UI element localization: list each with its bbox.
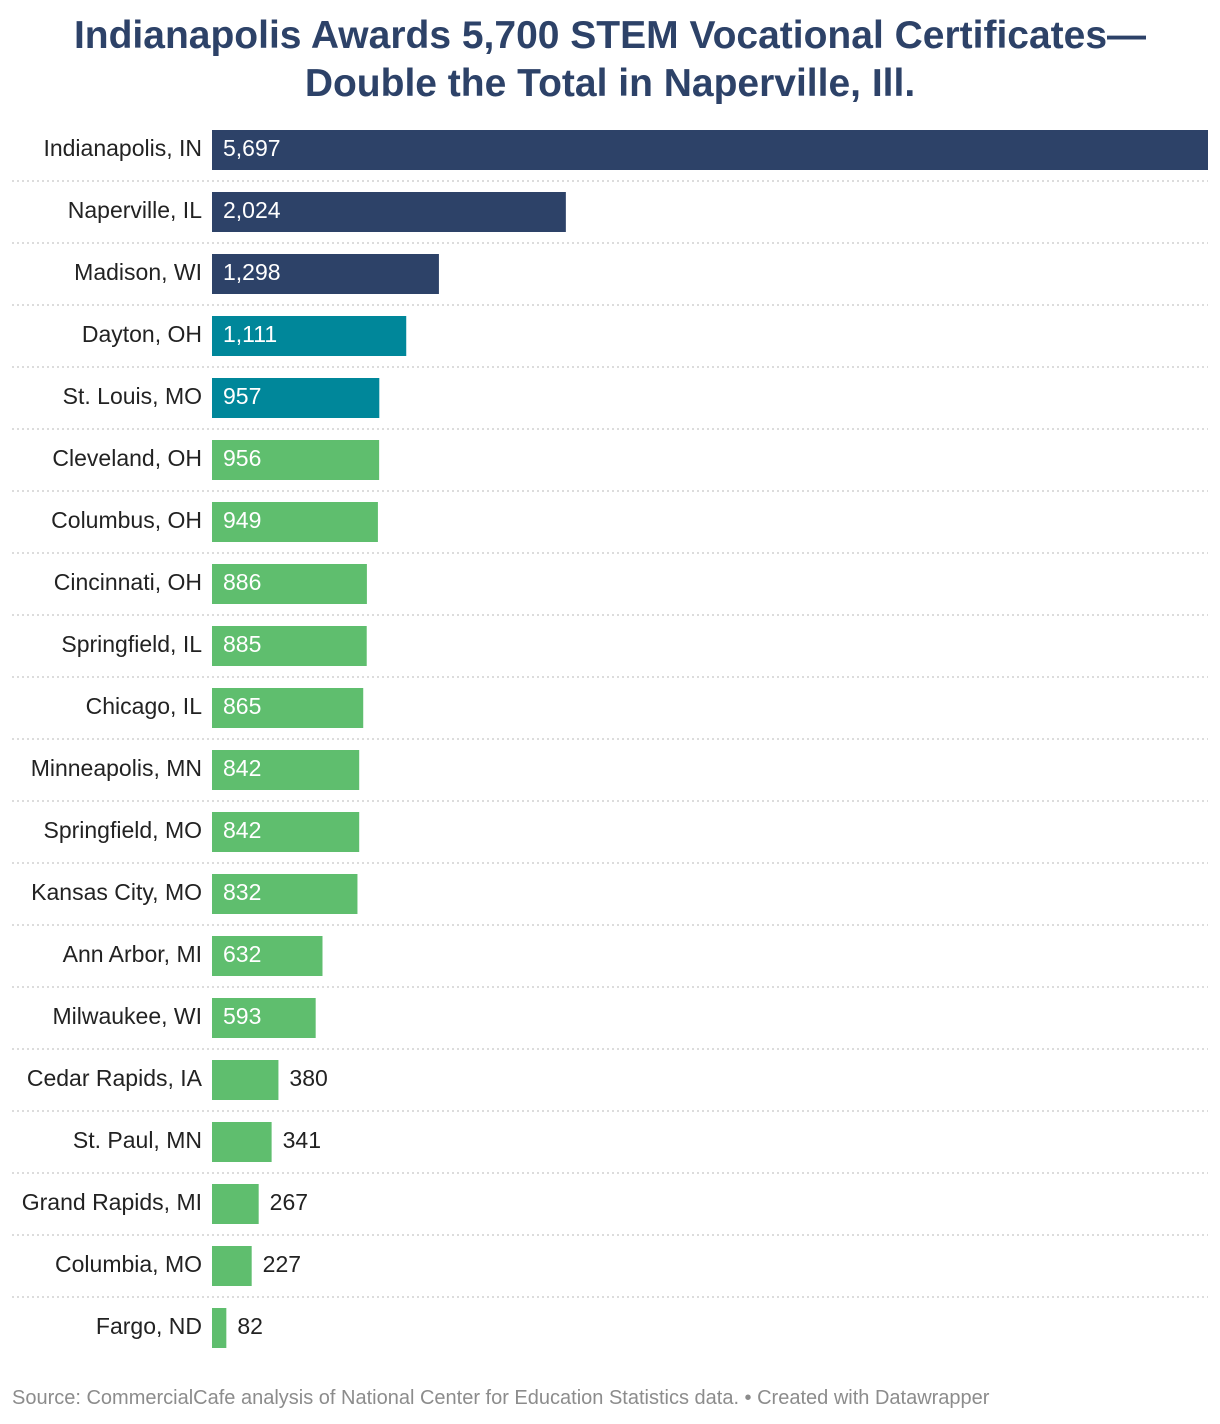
bar xyxy=(212,564,367,604)
bar xyxy=(212,936,323,976)
source-note: Source: CommercialCafe analysis of Natio… xyxy=(12,1387,990,1409)
category-label: St. Paul, MN xyxy=(73,1127,202,1153)
category-label: St. Louis, MO xyxy=(63,383,202,409)
bar xyxy=(212,130,1208,170)
category-label: Kansas City, MO xyxy=(31,879,202,905)
value-label: 380 xyxy=(289,1065,327,1091)
bar xyxy=(212,1184,259,1224)
chart-title-line-1: Indianapolis Awards 5,700 STEM Vocationa… xyxy=(73,14,1147,57)
bar xyxy=(212,1060,279,1100)
value-label: 842 xyxy=(223,817,261,843)
category-label: Dayton, OH xyxy=(82,321,202,347)
category-label: Naperville, IL xyxy=(68,197,202,223)
value-label: 632 xyxy=(223,941,261,967)
bar xyxy=(212,1246,252,1286)
category-label: Madison, WI xyxy=(74,259,202,285)
value-label: 5,697 xyxy=(223,135,281,161)
category-label: Columbia, MO xyxy=(55,1251,202,1277)
value-label: 865 xyxy=(223,693,261,719)
value-label: 885 xyxy=(223,631,261,657)
bar xyxy=(212,1122,272,1162)
category-label: Springfield, IL xyxy=(61,631,202,657)
category-label: Grand Rapids, MI xyxy=(22,1189,202,1215)
category-label: Ann Arbor, MI xyxy=(63,941,202,967)
bar xyxy=(212,440,380,480)
category-label: Chicago, IL xyxy=(86,693,203,719)
value-label: 593 xyxy=(223,1003,261,1029)
value-label: 341 xyxy=(283,1127,321,1153)
bar xyxy=(212,1308,227,1348)
category-label: Minneapolis, MN xyxy=(31,755,202,781)
category-label: Columbus, OH xyxy=(51,507,202,533)
value-label: 842 xyxy=(223,755,261,781)
value-label: 957 xyxy=(223,383,261,409)
bar xyxy=(212,874,358,914)
bar xyxy=(212,316,407,356)
bar xyxy=(212,626,367,666)
bar-chart: Indianapolis, IN 5,697 Naperville, IL 2,024… xyxy=(12,130,1208,1348)
category-label: Cleveland, OH xyxy=(52,445,202,471)
value-label: 267 xyxy=(270,1189,308,1215)
bar xyxy=(212,688,364,728)
chart-title-line-2: Double the Total in Naperville, Ill. xyxy=(304,62,916,105)
bar xyxy=(212,192,566,232)
category-label: Cedar Rapids, IA xyxy=(27,1065,203,1091)
bar xyxy=(212,502,378,542)
value-label: 227 xyxy=(263,1251,301,1277)
bar xyxy=(212,998,316,1038)
bar xyxy=(212,254,439,294)
category-label: Indianapolis, IN xyxy=(43,135,202,161)
bar xyxy=(212,378,380,418)
bar xyxy=(212,750,360,790)
value-label: 949 xyxy=(223,507,261,533)
chart-title: Indianapolis Awards 5,700 STEM Vocationa… xyxy=(0,12,1220,108)
category-label: Milwaukee, WI xyxy=(52,1003,202,1029)
value-label: 1,111 xyxy=(223,321,277,347)
value-label: 2,024 xyxy=(223,197,281,223)
category-label: Springfield, MO xyxy=(43,817,202,843)
value-label: 1,298 xyxy=(223,259,281,285)
value-label: 886 xyxy=(223,569,261,595)
value-label: 82 xyxy=(237,1313,263,1339)
bar xyxy=(212,812,360,852)
category-label: Fargo, ND xyxy=(96,1313,202,1339)
value-label: 832 xyxy=(223,879,261,905)
category-label: Cincinnati, OH xyxy=(54,569,202,595)
value-label: 956 xyxy=(223,445,261,471)
